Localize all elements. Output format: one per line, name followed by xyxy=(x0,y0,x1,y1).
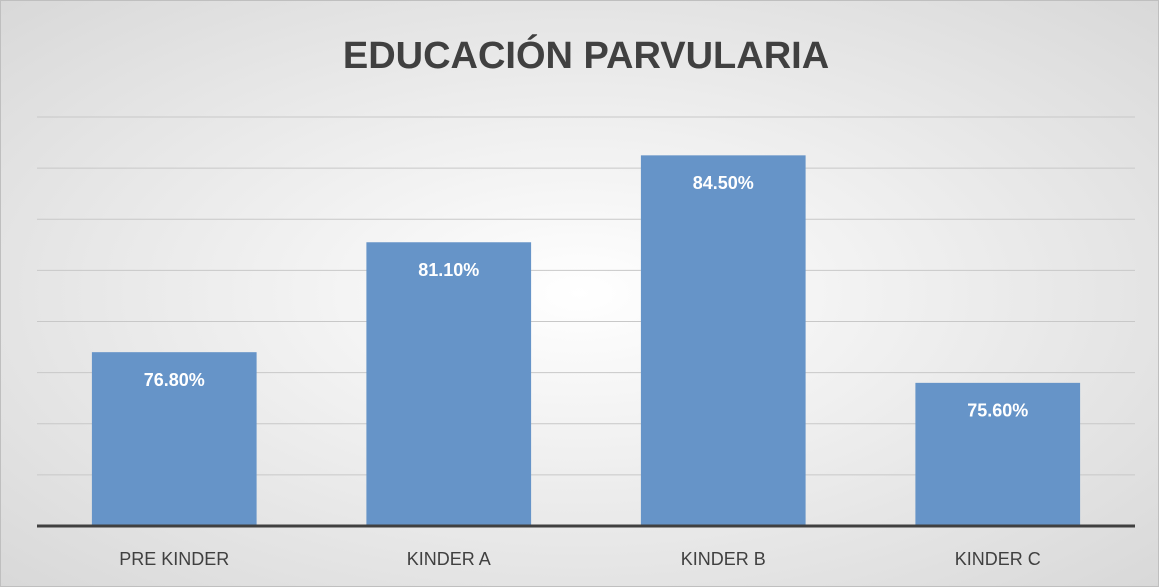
data-label: 81.10% xyxy=(418,260,479,280)
chart-title: EDUCACIÓN PARVULARIA xyxy=(343,33,829,77)
x-tick-label: PRE KINDER xyxy=(119,549,229,569)
data-label: 76.80% xyxy=(144,370,205,390)
data-label: 75.60% xyxy=(967,401,1028,421)
x-tick-label: KINDER C xyxy=(955,549,1041,569)
bar xyxy=(91,352,257,526)
bar xyxy=(915,382,1081,526)
x-tick-label: KINDER B xyxy=(681,549,766,569)
x-tick-label: KINDER A xyxy=(407,549,491,569)
bar xyxy=(640,155,806,526)
data-label: 84.50% xyxy=(693,173,754,193)
bar xyxy=(366,242,532,526)
